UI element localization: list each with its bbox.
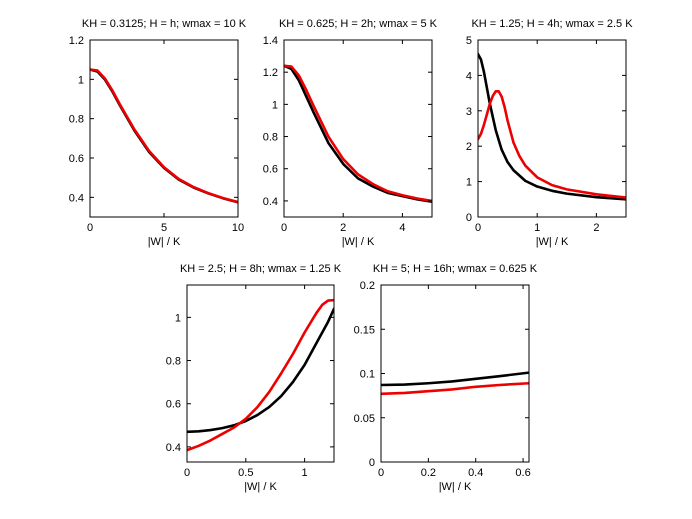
subplot-title: KH = 0.625; H = 2h; wmax = 5 K — [279, 18, 438, 30]
subplot-title: KH = 2.5; H = 8h; wmax = 1.25 K — [180, 263, 342, 275]
y-tick-label: 0.05 — [354, 413, 375, 425]
y-tick-label: 2 — [466, 141, 472, 153]
x-tick-label: 4 — [399, 222, 405, 234]
y-tick-label: 0.6 — [69, 153, 84, 165]
y-tick-label: 0.6 — [263, 164, 278, 176]
series-line-black — [478, 52, 626, 201]
y-tick-label: 0.8 — [166, 356, 181, 368]
y-tick-label: 0.1 — [360, 369, 375, 381]
x-tick-label: 0 — [378, 467, 384, 479]
series-line-black — [187, 307, 334, 434]
subplot-title: KH = 5; H = 16h; wmax = 0.625 K — [373, 263, 538, 275]
y-tick-label: 1.2 — [69, 35, 84, 47]
series-group — [478, 52, 626, 201]
subplot-3: 0 1 2 0 1 2 3 4 5 |W| / K KH = 1.25; H = 4h; wmax … — [466, 18, 633, 248]
y-tick-label: 1.2 — [263, 67, 278, 79]
y-tick-label: 1 — [78, 74, 84, 86]
x-axis-label: |W| / K — [244, 481, 277, 493]
subplot-2: 0 2 4 0.4 0.6 0.8 1 1.2 1.4 |W| / K KH = 0.625; H … — [263, 18, 438, 248]
y-tick-label: 1 — [272, 99, 278, 111]
subplot-1: 0 5 10 0.4 0.6 0.8 1 1.2 |W| / K KH = 0.3125; H =… — [69, 18, 247, 248]
y-tick-label: 0.6 — [166, 399, 181, 411]
y-tick-label: 1 — [466, 177, 472, 189]
series-group — [90, 68, 238, 204]
x-tick-label: 0 — [184, 467, 190, 479]
x-tick-label: 0.4 — [468, 467, 483, 479]
axes-frame — [283, 39, 433, 218]
x-tick-label: 5 — [161, 222, 167, 234]
axes-frame — [186, 284, 335, 463]
series-line-red — [187, 298, 334, 452]
subplot-5: 0 0.2 0.4 0.600.050.10.150.2|W| / KKH = 5; … — [354, 263, 538, 493]
y-tick-label: 4 — [466, 70, 472, 82]
x-axis-label: |W| / K — [439, 481, 472, 493]
x-tick-label: 0.6 — [515, 467, 530, 479]
x-tick-label: 0.5 — [238, 467, 253, 479]
y-tick-label: 0.15 — [354, 324, 375, 336]
y-tick-label: 5 — [466, 35, 472, 47]
y-tick-label: 1.4 — [263, 35, 278, 47]
x-tick-label: 1 — [302, 467, 308, 479]
y-tick-label: 0.8 — [69, 114, 84, 126]
series-line-red — [284, 64, 432, 203]
subplot-title: KH = 0.3125; H = h; wmax = 10 K — [82, 18, 247, 30]
series-group — [381, 371, 529, 396]
x-axis-label: |W| / K — [342, 236, 375, 248]
x-tick-label: 2 — [593, 222, 599, 234]
subplot-grid: 0 5 100.40.60.811.2|W| / KKH = 0.3125; H =… — [69, 18, 634, 493]
x-tick-label: 0 — [475, 222, 481, 234]
y-tick-label: 0.4 — [263, 196, 278, 208]
series-line-red — [381, 381, 529, 396]
x-tick-label: 1 — [534, 222, 540, 234]
x-axis-label: |W| / K — [536, 236, 569, 248]
subplot-title: KH = 1.25; H = 4h; wmax = 2.5 K — [471, 18, 633, 30]
series-line-red — [90, 68, 238, 204]
y-tick-label: 1 — [175, 312, 181, 324]
y-tick-label: 3 — [466, 106, 472, 118]
x-tick-label: 0.2 — [421, 467, 436, 479]
series-line-black — [381, 371, 529, 387]
y-tick-label: 0.4 — [166, 442, 181, 454]
y-tick-label: 0 — [369, 457, 375, 469]
y-tick-label: 0.2 — [360, 280, 375, 292]
series-group — [284, 64, 432, 204]
x-tick-label: 2 — [340, 222, 346, 234]
axes-frame — [477, 39, 627, 218]
y-tick-label: 0.8 — [263, 132, 278, 144]
series-line-red — [478, 90, 626, 199]
series-group — [187, 298, 334, 452]
x-axis-label: |W| / K — [148, 236, 181, 248]
x-tick-label: 0 — [281, 222, 287, 234]
x-tick-label: 0 — [87, 222, 93, 234]
y-tick-label: 0 — [466, 212, 472, 224]
x-tick-label: 10 — [232, 222, 244, 234]
subplot-4: 0 0.5 1 0.4 0.6 0.8 1 |W| / K KH = 2.5; H = 8h; … — [166, 263, 342, 493]
y-tick-label: 0.4 — [69, 192, 84, 204]
